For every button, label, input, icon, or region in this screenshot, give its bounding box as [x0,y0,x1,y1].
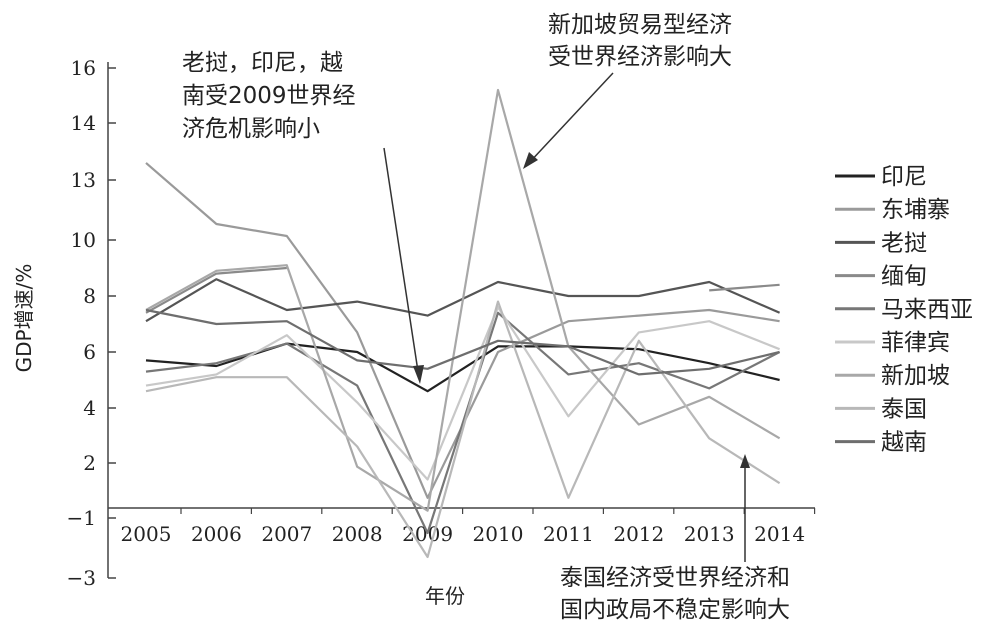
series-line-4 [145,266,780,314]
annotation-thailand: 泰国经济受世界经济和 国内政局不稳定影响大 [560,454,790,623]
series-line-9 [145,308,780,376]
annotation-2-arrowhead [523,152,538,169]
legend-label: 越南 [881,430,927,456]
annotation-1-line-1: 老挝，印尼，越 [182,50,343,76]
y-tick-label: 13 [71,168,96,192]
legend-label: 泰国 [881,396,927,422]
x-tick-label: 2011 [543,522,594,546]
y-tick-label: 8 [83,284,96,308]
series-line-5 [145,311,781,535]
annotation-1-arrow [383,147,420,379]
y-tick-group: −3 −1 2 4 6 8 10 13 14 16 [67,56,116,590]
x-tick-label: 2012 [613,522,664,546]
x-tick-label: 2010 [473,522,524,546]
y-tick-label: 4 [83,396,96,420]
series-line-8 [145,300,781,559]
x-tick-label: 2014 [754,522,805,546]
annotation-2-line-2: 受世界经济影响大 [548,44,732,70]
legend-label: 印尼 [881,164,927,190]
legend-label: 马来西亚 [881,297,973,323]
legend-label: 老挝 [881,230,927,256]
y-tick-label: −1 [67,506,96,530]
annotation-laos-indonesia-vietnam: 老挝，印尼，越 南受2009世界经 济危机影响小 [182,50,424,384]
axes [107,62,815,578]
annotation-3-arrowhead [740,454,750,468]
annotation-3-line-2: 国内政局不稳定影响大 [560,597,790,623]
annotation-1-arrowhead [413,365,424,384]
y-tick-label: 14 [71,111,96,135]
series-line-7 [145,88,781,512]
y-tick-label: 10 [71,228,96,252]
x-tick-label: 2005 [121,522,172,546]
x-tick-label: 2006 [191,522,242,546]
annotation-2-line-1: 新加坡贸易型经济 [548,12,732,38]
annotation-1-line-2: 南受2009世界经 [182,83,356,109]
series-lines [145,88,781,559]
y-tick-label: 2 [83,451,96,475]
y-tick-label: −3 [67,566,96,590]
series-line-2 [145,162,780,499]
series-line-1 [145,342,780,393]
x-tick-label: 2008 [332,522,383,546]
series-line-6 [145,306,781,481]
annotation-singapore: 新加坡贸易型经济 受世界经济影响大 [523,12,732,169]
annotation-2-arrow [527,72,614,165]
x-tick-label: 2013 [684,522,735,546]
y-axis-title: GDP增速/% [12,264,36,373]
legend-label: 缅甸 [881,264,927,290]
x-tick-label: 2007 [261,522,312,546]
annotation-3-line-1: 泰国经济受世界经济和 [560,565,790,591]
y-tick-label: 16 [71,56,96,80]
y-tick-label: 6 [83,340,96,364]
x-axis-title: 年份 [425,584,465,608]
legend-label: 东埔寨 [881,197,950,223]
legend-label: 菲律宾 [881,330,950,356]
x-tick-group: 2005 2006 2007 2008 2009 2010 2011 2012 2013 2014 [121,508,816,546]
legend-label: 新加坡 [881,363,950,389]
annotation-1-line-3: 济危机影响小 [182,116,320,142]
